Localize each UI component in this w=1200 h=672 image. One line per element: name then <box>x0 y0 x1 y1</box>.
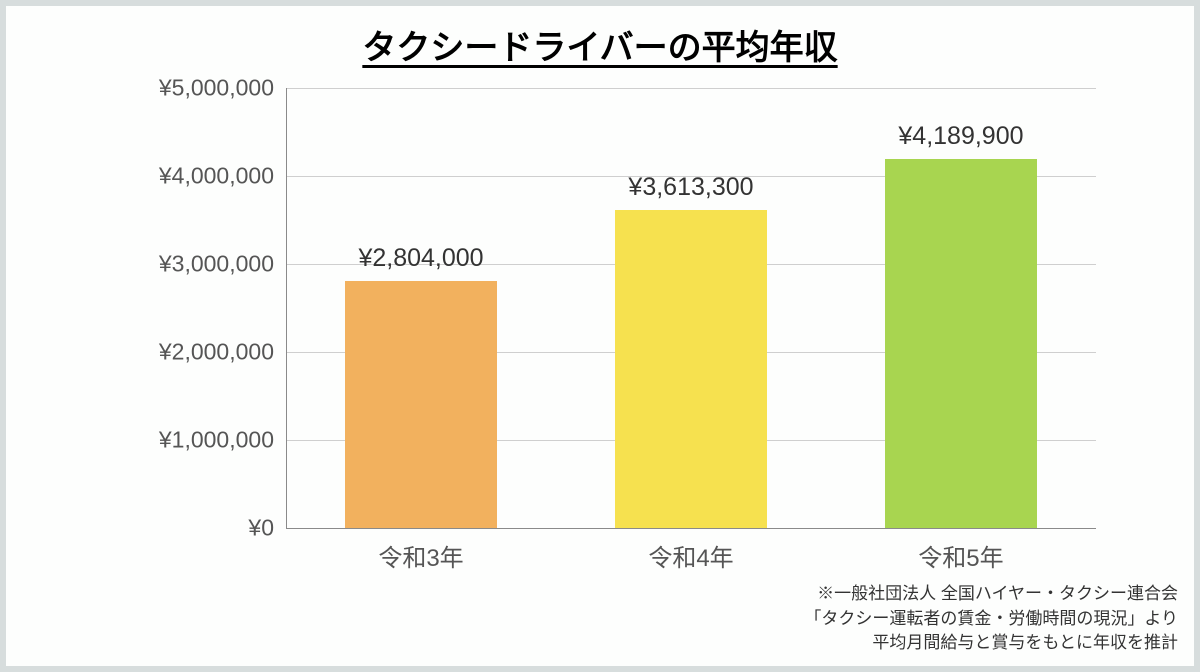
y-tick-label: ¥5,000,000 <box>159 75 286 102</box>
bar: ¥3,613,300 <box>615 210 766 528</box>
bar: ¥4,189,900 <box>885 159 1036 528</box>
plot-region: ¥0¥1,000,000¥2,000,000¥3,000,000¥4,000,0… <box>286 88 1096 528</box>
chart-area: ¥0¥1,000,000¥2,000,000¥3,000,000¥4,000,0… <box>286 88 1096 528</box>
y-tick-label: ¥2,000,000 <box>159 339 286 366</box>
bar-value-label: ¥4,189,900 <box>898 122 1023 159</box>
x-tick-label: 令和4年 <box>648 528 733 573</box>
x-tick-label: 令和3年 <box>378 528 463 573</box>
footnote-line: ※一般社団法人 全国ハイヤー・タクシー連合会 <box>804 582 1178 607</box>
y-tick-label: ¥1,000,000 <box>159 427 286 454</box>
y-tick-label: ¥0 <box>248 515 286 542</box>
chart-canvas: タクシードライバーの平均年収 ¥0¥1,000,000¥2,000,000¥3,… <box>6 6 1194 666</box>
bar-value-label: ¥2,804,000 <box>358 244 483 281</box>
x-tick-label: 令和5年 <box>918 528 1003 573</box>
chart-title: タクシードライバーの平均年収 <box>6 6 1194 69</box>
y-tick-label: ¥4,000,000 <box>159 163 286 190</box>
footnote-line: 「タクシー運転者の賃金・労働時間の現況」より <box>804 607 1178 632</box>
bar: ¥2,804,000 <box>345 281 496 528</box>
gridline <box>286 88 1096 89</box>
bar-value-label: ¥3,613,300 <box>628 173 753 210</box>
y-axis-line <box>286 88 288 528</box>
chart-footnote: ※一般社団法人 全国ハイヤー・タクシー連合会「タクシー運転者の賃金・労働時間の現… <box>804 582 1178 656</box>
y-tick-label: ¥3,000,000 <box>159 251 286 278</box>
footnote-line: 平均月間給与と賞与をもとに年収を推計 <box>804 631 1178 656</box>
